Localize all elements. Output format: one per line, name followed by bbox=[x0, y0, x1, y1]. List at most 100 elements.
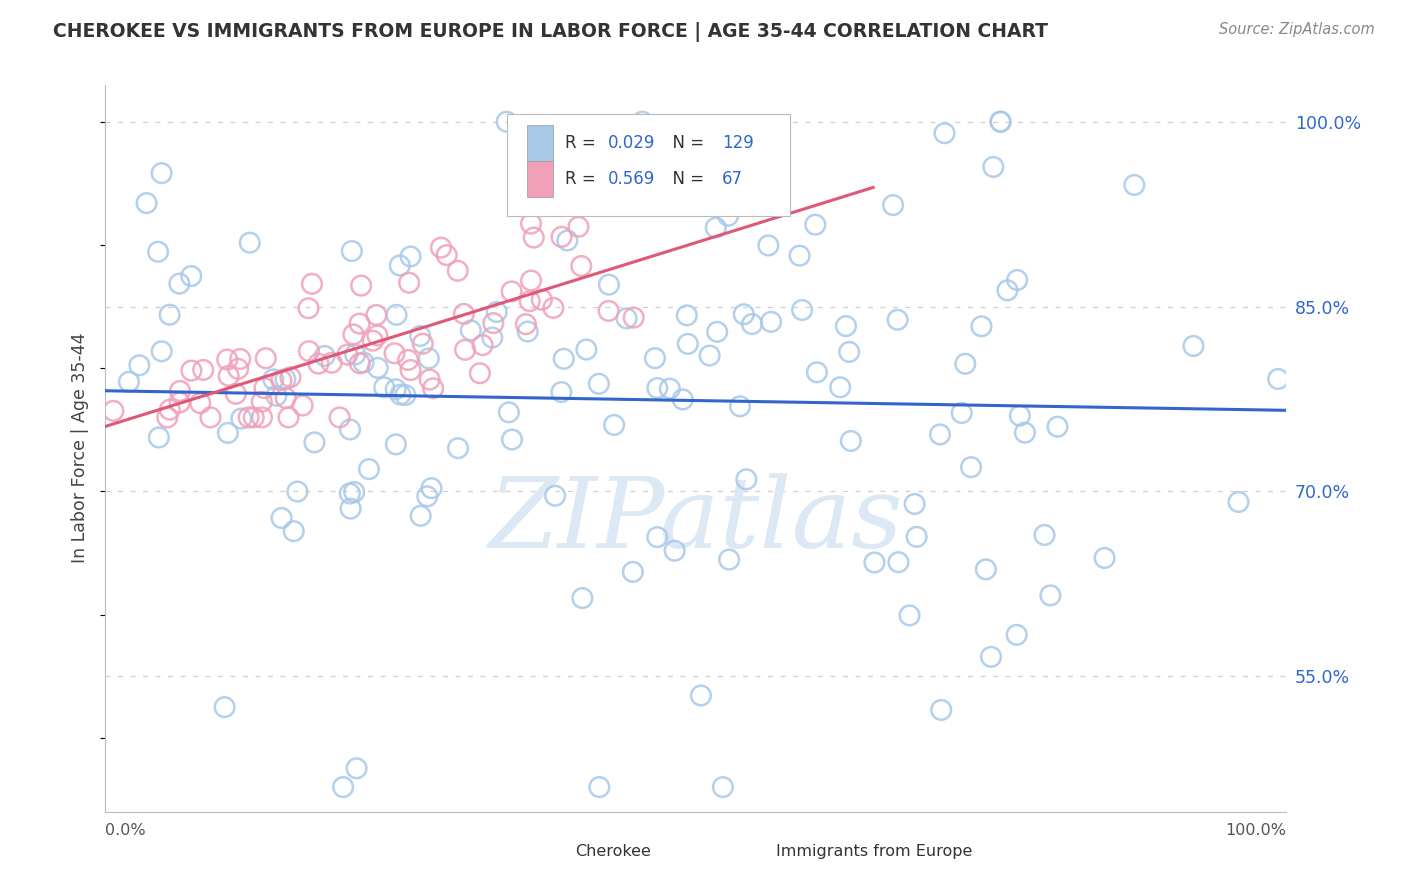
Point bbox=[839, 434, 862, 448]
Point bbox=[274, 372, 297, 386]
Point bbox=[741, 317, 763, 331]
Point bbox=[543, 301, 565, 315]
Text: N =: N = bbox=[662, 170, 709, 188]
Point bbox=[676, 309, 699, 323]
Point bbox=[631, 114, 654, 128]
Point bbox=[180, 268, 202, 283]
Point bbox=[789, 249, 811, 263]
Point bbox=[361, 334, 384, 348]
Point bbox=[790, 303, 813, 318]
Point bbox=[603, 417, 626, 432]
Point bbox=[277, 410, 299, 425]
Point bbox=[644, 351, 666, 366]
Point bbox=[169, 384, 191, 398]
Point bbox=[340, 244, 363, 258]
Point bbox=[447, 441, 470, 455]
Point bbox=[1005, 273, 1028, 287]
Point bbox=[567, 219, 589, 234]
Point bbox=[1005, 628, 1028, 642]
Point bbox=[357, 462, 380, 476]
Point bbox=[516, 325, 538, 339]
Point bbox=[398, 276, 420, 290]
Point bbox=[676, 337, 699, 351]
Point bbox=[103, 404, 125, 418]
Point bbox=[339, 486, 361, 500]
FancyBboxPatch shape bbox=[543, 839, 567, 864]
Point bbox=[733, 307, 755, 321]
Point bbox=[645, 530, 668, 544]
Point bbox=[990, 114, 1012, 128]
Point bbox=[412, 336, 434, 351]
Point bbox=[180, 363, 202, 377]
Point bbox=[304, 435, 326, 450]
Point bbox=[329, 410, 352, 425]
Point bbox=[399, 363, 422, 377]
Point bbox=[339, 422, 361, 436]
Point bbox=[242, 410, 264, 425]
Point bbox=[898, 608, 921, 623]
Point bbox=[482, 316, 505, 330]
Point bbox=[291, 399, 314, 413]
Text: CHEROKEE VS IMMIGRANTS FROM EUROPE IN LABOR FORCE | AGE 35-44 CORRELATION CHART: CHEROKEE VS IMMIGRANTS FROM EUROPE IN LA… bbox=[53, 22, 1049, 42]
Point bbox=[344, 347, 367, 361]
Point bbox=[188, 396, 211, 410]
Point bbox=[409, 329, 432, 343]
Point bbox=[169, 395, 191, 409]
Point bbox=[690, 689, 713, 703]
Point bbox=[980, 649, 1002, 664]
Text: 0.029: 0.029 bbox=[607, 134, 655, 152]
Point bbox=[214, 700, 236, 714]
Point bbox=[623, 310, 645, 325]
Point bbox=[460, 323, 482, 337]
Point bbox=[904, 497, 927, 511]
Point bbox=[342, 327, 364, 342]
Point bbox=[838, 345, 860, 359]
Point bbox=[385, 308, 408, 322]
Point bbox=[118, 375, 141, 389]
Point bbox=[250, 394, 273, 409]
Point bbox=[1039, 588, 1062, 602]
Point bbox=[159, 402, 181, 417]
Point bbox=[571, 591, 593, 605]
Point bbox=[1267, 372, 1289, 386]
Point bbox=[254, 351, 277, 366]
Y-axis label: In Labor Force | Age 35-44: In Labor Force | Age 35-44 bbox=[72, 333, 90, 564]
Point bbox=[453, 307, 475, 321]
Point bbox=[389, 387, 412, 401]
Point bbox=[226, 362, 249, 376]
Point bbox=[301, 277, 323, 291]
Text: 100.0%: 100.0% bbox=[1226, 822, 1286, 838]
Point bbox=[1094, 551, 1116, 566]
Point bbox=[520, 274, 543, 288]
Point bbox=[366, 308, 388, 322]
Point bbox=[367, 360, 389, 375]
Point bbox=[297, 301, 319, 316]
Point bbox=[287, 484, 309, 499]
Point bbox=[728, 399, 751, 413]
Point bbox=[418, 351, 440, 366]
Text: Cherokee: Cherokee bbox=[575, 844, 651, 859]
Point bbox=[550, 230, 572, 244]
Point bbox=[169, 277, 191, 291]
Point bbox=[501, 433, 523, 447]
Point bbox=[239, 235, 262, 250]
Point bbox=[307, 357, 329, 371]
Text: 0.0%: 0.0% bbox=[105, 822, 146, 838]
Point bbox=[550, 385, 572, 400]
Point bbox=[621, 565, 644, 579]
Point bbox=[159, 308, 181, 322]
Point bbox=[548, 199, 571, 213]
Point bbox=[756, 238, 779, 252]
Text: R =: R = bbox=[565, 170, 600, 188]
Point bbox=[298, 344, 321, 359]
Text: 0.569: 0.569 bbox=[607, 170, 655, 188]
Point bbox=[385, 437, 408, 451]
Point bbox=[250, 410, 273, 425]
Point bbox=[981, 160, 1004, 174]
Point bbox=[706, 325, 728, 339]
Point bbox=[229, 351, 252, 366]
Point bbox=[544, 489, 567, 503]
Point bbox=[332, 780, 354, 794]
Point bbox=[481, 330, 503, 344]
Point bbox=[274, 391, 297, 405]
